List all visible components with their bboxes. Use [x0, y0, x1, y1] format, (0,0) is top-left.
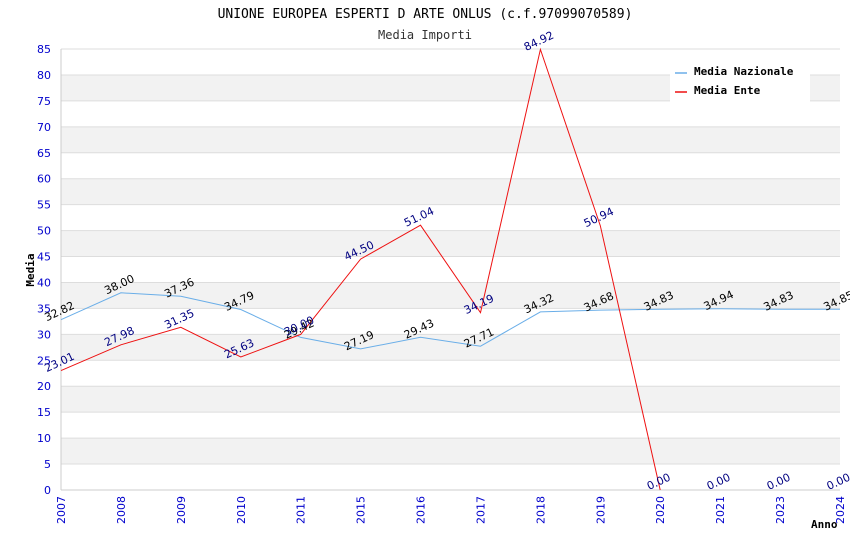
- chart-title: UNIONE EUROPEA ESPERTI D ARTE ONLUS (c.f…: [218, 7, 633, 22]
- y-tick-label: 40: [37, 276, 51, 289]
- y-tick-label: 35: [37, 302, 51, 315]
- legend-box: [670, 60, 810, 102]
- series-line-media-nazionale: [60, 292, 841, 350]
- series-line-media-ente: [60, 47, 661, 491]
- legend: Media Nazionale Media Ente: [670, 60, 810, 102]
- x-tick-label: 2010: [235, 496, 248, 524]
- x-tick-label: 2019: [594, 496, 607, 524]
- y-tick-label: 5: [44, 458, 51, 471]
- y-tick-label: 0: [44, 484, 51, 497]
- x-axis-label: Anno: [811, 518, 838, 531]
- x-tick-label: 2016: [415, 496, 428, 524]
- y-tick-label: 25: [37, 354, 51, 367]
- series-lines: [60, 47, 841, 491]
- y-tick-label: 10: [37, 432, 51, 445]
- y-tick-label: 65: [37, 147, 51, 160]
- y-tick-label: 15: [37, 406, 51, 419]
- x-tick-label: 2020: [654, 496, 667, 524]
- y-tick-label: 45: [37, 251, 51, 264]
- legend-label-media-nazionale: Media Nazionale: [694, 65, 794, 78]
- data-label: 50.94: [582, 205, 616, 230]
- y-tick-label: 30: [37, 328, 51, 341]
- x-tick-label: 2009: [175, 496, 188, 524]
- grid-band: [61, 334, 840, 361]
- x-tick-label: 2017: [474, 496, 487, 524]
- y-tick-label: 55: [37, 199, 51, 212]
- grid-band: [61, 282, 840, 309]
- x-tick-label: 2023: [774, 496, 787, 524]
- x-tick-label: 2021: [714, 496, 727, 524]
- y-tick-label: 85: [37, 43, 51, 56]
- x-tick-label: 2024: [834, 496, 847, 524]
- x-tick-label: 2018: [534, 496, 547, 524]
- grid-band: [61, 178, 840, 205]
- y-tick-label: 50: [37, 225, 51, 238]
- grid-band: [61, 126, 840, 153]
- y-tick-label: 70: [37, 121, 51, 134]
- grid-band: [61, 230, 840, 257]
- chart-subtitle: Media Importi: [378, 28, 472, 42]
- grid-band: [61, 386, 840, 413]
- y-tick-label: 20: [37, 380, 51, 393]
- grid-band: [61, 438, 840, 465]
- x-tick-label: 2007: [55, 496, 68, 524]
- y-tick-label: 80: [37, 69, 51, 82]
- legend-label-media-ente: Media Ente: [694, 84, 761, 97]
- x-tick-label: 2015: [355, 496, 368, 524]
- y-tick-label: 60: [37, 173, 51, 186]
- x-tick-label: 2011: [295, 496, 308, 524]
- x-axis-ticks: 2007 2008 2009 2010 2011 2015 2016 2017 2018 2019…: [55, 496, 847, 524]
- x-tick-label: 2008: [115, 496, 128, 524]
- data-label: 84.92: [522, 29, 556, 54]
- y-tick-label: 75: [37, 95, 51, 108]
- y-axis-ticks: 0 5 10 15 20 25 30 35 40 45 50 55 60 65 70 75 80 85: [37, 43, 51, 497]
- y-axis-label: Media: [24, 253, 37, 286]
- plot-background: [61, 74, 840, 465]
